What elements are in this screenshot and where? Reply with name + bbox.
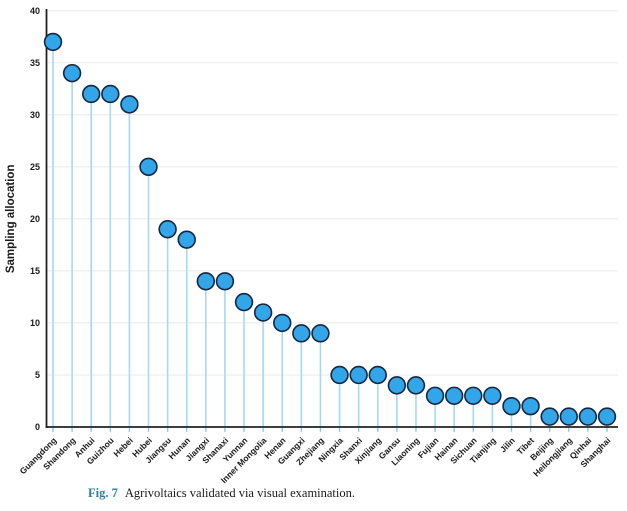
data-point-marker xyxy=(273,313,292,333)
data-point-marker xyxy=(62,63,82,83)
data-point-marker xyxy=(387,376,407,395)
data-point-marker xyxy=(521,396,540,416)
data-point-marker xyxy=(578,407,598,426)
data-point-marker xyxy=(120,95,139,114)
y-tick-label: 15 xyxy=(30,266,40,276)
data-point-marker xyxy=(253,303,273,322)
data-point-marker xyxy=(139,157,158,177)
data-point-marker xyxy=(196,272,216,291)
data-point-marker xyxy=(311,324,330,343)
data-point-marker xyxy=(425,386,445,405)
data-point-marker xyxy=(101,84,120,104)
data-point-marker xyxy=(177,230,196,249)
data-point-marker xyxy=(43,32,63,52)
data-point-marker xyxy=(349,365,368,385)
data-point-marker xyxy=(540,407,559,426)
figure-caption-label: Fig. 7 xyxy=(88,486,118,500)
lollipop-chart: 0510152025303540GuangdongShandongAnhuiGu… xyxy=(5,6,618,484)
y-axis-title: Sampling allocation xyxy=(5,165,17,274)
data-point-marker xyxy=(464,386,483,405)
data-point-marker xyxy=(483,386,502,405)
data-point-marker xyxy=(158,220,177,239)
data-point-marker xyxy=(502,396,521,416)
data-point-marker xyxy=(330,365,349,385)
y-tick-label: 10 xyxy=(30,318,40,328)
figure-caption: Fig. 7 Agrivoltaics validated via visual … xyxy=(88,486,355,501)
x-tick-label: Jilin xyxy=(498,435,517,454)
data-point-marker xyxy=(597,407,617,426)
data-point-marker xyxy=(82,84,101,104)
x-tick-label: Hebei xyxy=(111,435,134,458)
data-point-marker xyxy=(292,324,311,343)
data-point-marker xyxy=(444,386,464,405)
y-tick-label: 30 xyxy=(30,110,40,120)
figure-caption-text: Agrivoltaics validated via visual examin… xyxy=(124,486,356,500)
y-tick-label: 20 xyxy=(30,214,40,224)
data-point-marker xyxy=(234,292,254,312)
y-tick-label: 25 xyxy=(30,162,40,172)
y-tick-label: 0 xyxy=(35,422,40,432)
y-tick-label: 5 xyxy=(35,370,40,380)
data-point-marker xyxy=(368,365,387,385)
data-point-marker xyxy=(215,272,235,291)
y-tick-label: 40 xyxy=(30,6,40,16)
data-point-marker xyxy=(559,407,578,426)
y-tick-label: 35 xyxy=(30,58,40,68)
data-point-marker xyxy=(406,376,426,395)
